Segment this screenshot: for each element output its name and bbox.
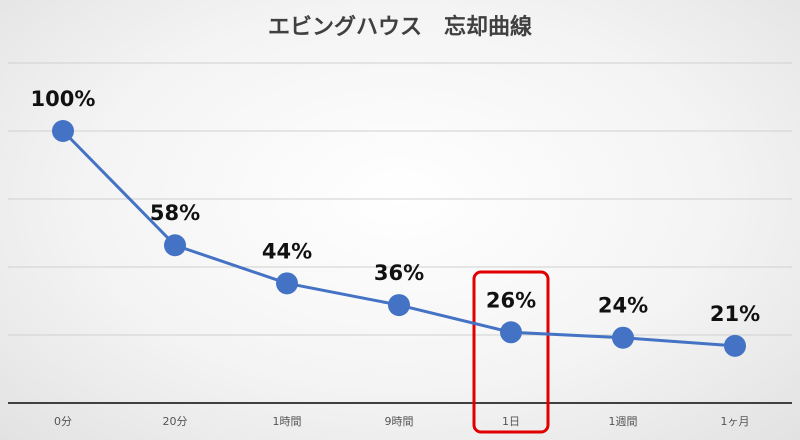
data-label: 26% xyxy=(486,288,536,312)
data-point xyxy=(164,234,186,257)
x-tick-label: 9時間 xyxy=(385,415,414,428)
chart-title: エビングハウス 忘却曲線 xyxy=(268,14,532,40)
data-point xyxy=(52,120,74,142)
data-point xyxy=(276,272,298,295)
highlight-layer xyxy=(472,270,550,434)
x-tick-labels: 0分 20分 1時間 9時間 1日 1週間 1ヶ月 xyxy=(54,415,750,428)
x-tick-label: 1時間 xyxy=(273,415,302,428)
data-labels: 100% 58% 44% 36% 26% 24% 21% xyxy=(31,87,761,326)
x-tick-label: 1日 xyxy=(502,415,520,428)
data-point xyxy=(612,326,634,349)
data-label: 58% xyxy=(150,201,200,225)
data-point xyxy=(388,294,410,317)
series-layer xyxy=(52,120,746,357)
x-tick-label: 1ヶ月 xyxy=(721,415,750,428)
data-label: 44% xyxy=(262,239,312,263)
data-point xyxy=(500,321,522,344)
x-tick-label: 1週間 xyxy=(609,415,638,428)
gridlines xyxy=(8,62,792,336)
data-label: 21% xyxy=(710,302,760,326)
highlight-box xyxy=(472,270,550,434)
x-tick-label: 0分 xyxy=(54,415,72,428)
x-tick-label: 20分 xyxy=(163,415,188,428)
data-label: 24% xyxy=(598,294,648,318)
data-point xyxy=(724,334,746,357)
data-label: 36% xyxy=(374,261,424,285)
data-label: 100% xyxy=(31,87,96,111)
